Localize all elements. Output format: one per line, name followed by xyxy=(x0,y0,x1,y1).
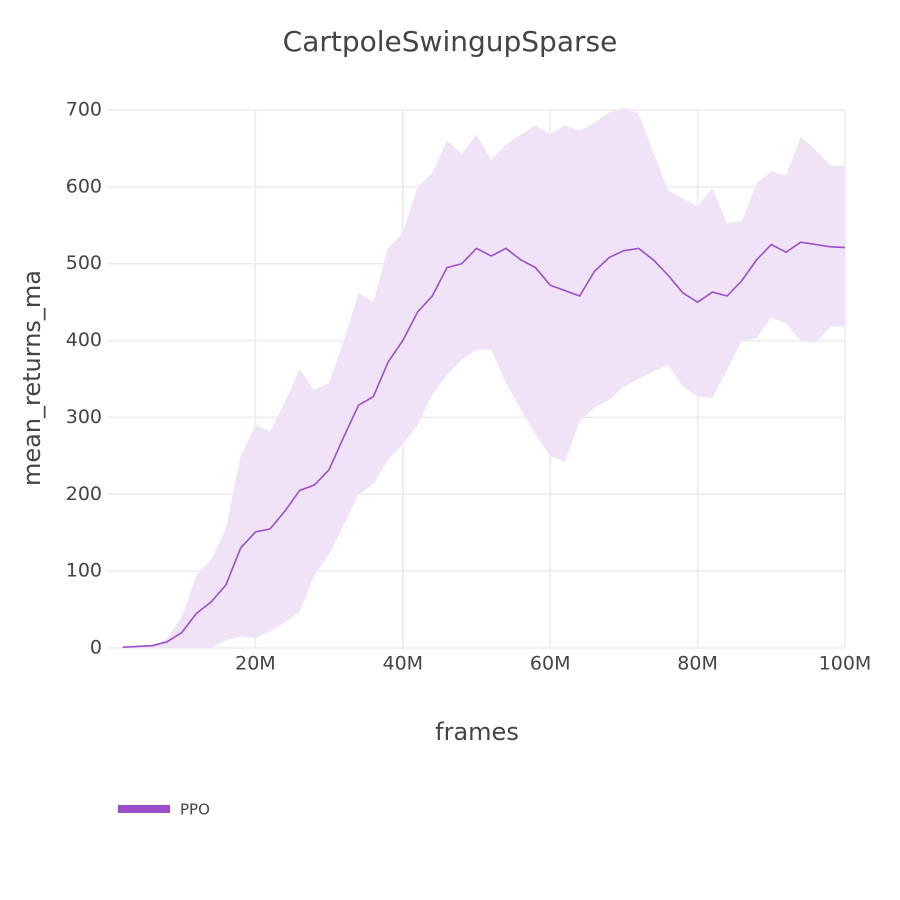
x-tick-label: 40M xyxy=(383,653,424,675)
x-tick-label: 80M xyxy=(677,653,718,675)
y-tick-label: 200 xyxy=(66,483,102,505)
x-tick-label: 60M xyxy=(530,653,571,675)
y-tick-label: 300 xyxy=(66,406,102,428)
x-tick-label: 20M xyxy=(235,653,276,675)
y-tick-label: 700 xyxy=(66,99,102,121)
legend-label: PPO xyxy=(180,801,210,819)
y-tick-label: 600 xyxy=(66,175,102,197)
y-tick-label: 400 xyxy=(66,329,102,351)
x-tick-label: 100M xyxy=(819,653,872,675)
y-tick-label: 0 xyxy=(90,637,102,659)
confidence-band xyxy=(122,107,846,649)
line xyxy=(122,241,846,649)
chart-title: CartpoleSwingupSparse xyxy=(283,25,618,58)
x-axis-title: frames xyxy=(435,718,519,746)
y-tick-label: 100 xyxy=(66,560,102,582)
y-axis-title: mean_returns_ma xyxy=(18,270,46,486)
y-tick-label: 500 xyxy=(66,252,102,274)
